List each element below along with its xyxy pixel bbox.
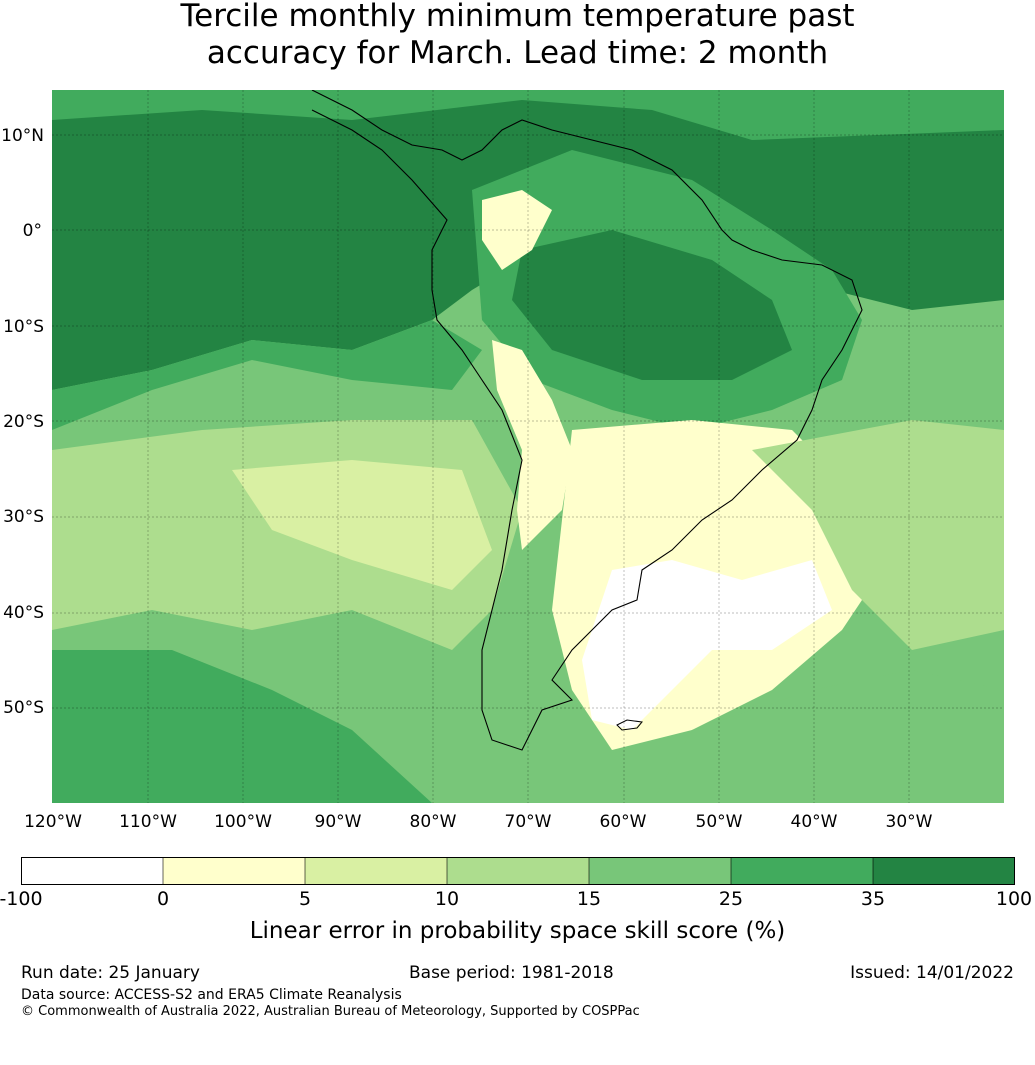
- skill-region-pacific-mid: [52, 90, 1004, 140]
- data-source: Data source: ACCESS-S2 and ERA5 Climate …: [21, 987, 402, 1003]
- colorbar-tick: 35: [860, 888, 886, 910]
- lon-label: 80°W: [409, 812, 457, 832]
- skill-region-andes: [492, 340, 572, 550]
- colorbar-segment: [446, 857, 590, 885]
- lat-label: 20°S: [3, 412, 44, 432]
- colorbar-segment: [588, 857, 732, 885]
- colorbar-tick: 100: [995, 888, 1033, 910]
- colorbar-tick: 0: [156, 888, 170, 910]
- lon-label: 30°W: [885, 812, 933, 832]
- lat-label: 40°S: [3, 603, 44, 623]
- lon-label: 90°W: [314, 812, 362, 832]
- chart-title-line-1: Tercile monthly minimum temperature past: [180, 0, 855, 34]
- chart-title-line-2: accuracy for March. Lead time: 2 month: [206, 35, 829, 71]
- falkland-islands: [616, 719, 643, 731]
- lon-label: 110°W: [119, 812, 177, 832]
- issued-date: Issued: 14/01/2022: [850, 963, 1014, 983]
- colorbar-segment: [304, 857, 448, 885]
- skill-region-patagonia: [582, 560, 832, 730]
- copyright: © Commonwealth of Australia 2022, Austra…: [21, 1004, 640, 1019]
- skill-score-map: [52, 90, 1004, 803]
- colorbar-tick: -100: [0, 888, 43, 910]
- skill-region-amazon-core: [512, 230, 792, 380]
- lon-label: 70°W: [504, 812, 552, 832]
- colorbar-segment: [162, 857, 306, 885]
- lat-label: 0°: [22, 221, 42, 241]
- run-date: Run date: 25 January: [21, 963, 200, 983]
- south-america-coastline: [311, 90, 863, 751]
- colorbar: [21, 857, 1015, 885]
- lat-label: 30°S: [3, 507, 44, 527]
- skill-region-colombia-highland: [482, 190, 552, 270]
- skill-region-south-atlantic: [652, 670, 1004, 803]
- lon-label: 40°W: [790, 812, 838, 832]
- skill-region-atlantic: [752, 420, 1004, 650]
- colorbar-segment: [730, 857, 874, 885]
- lat-label: 10°S: [3, 317, 44, 337]
- skill-region-southwest: [52, 650, 432, 803]
- colorbar-label: Linear error in probability space skill …: [249, 918, 786, 944]
- colorbar-tick: 5: [298, 888, 312, 910]
- skill-region-pacific-band: [52, 320, 482, 430]
- colorbar-segment: [21, 857, 164, 885]
- lon-label: 100°W: [214, 812, 272, 832]
- graticule: [52, 90, 1004, 803]
- skill-region-south-pacific-pale: [232, 460, 492, 590]
- lon-label: 60°W: [599, 812, 647, 832]
- lat-label: 50°S: [3, 698, 44, 718]
- colorbar-tick: 15: [576, 888, 602, 910]
- colorbar-tick: 10: [434, 888, 460, 910]
- colorbar-segment: [872, 857, 1015, 885]
- lat-label: 10°N: [1, 126, 44, 146]
- lon-label: 120°W: [24, 812, 82, 832]
- base-period: Base period: 1981-2018: [409, 963, 614, 983]
- colorbar-tick: 25: [718, 888, 744, 910]
- lon-label: 50°W: [695, 812, 743, 832]
